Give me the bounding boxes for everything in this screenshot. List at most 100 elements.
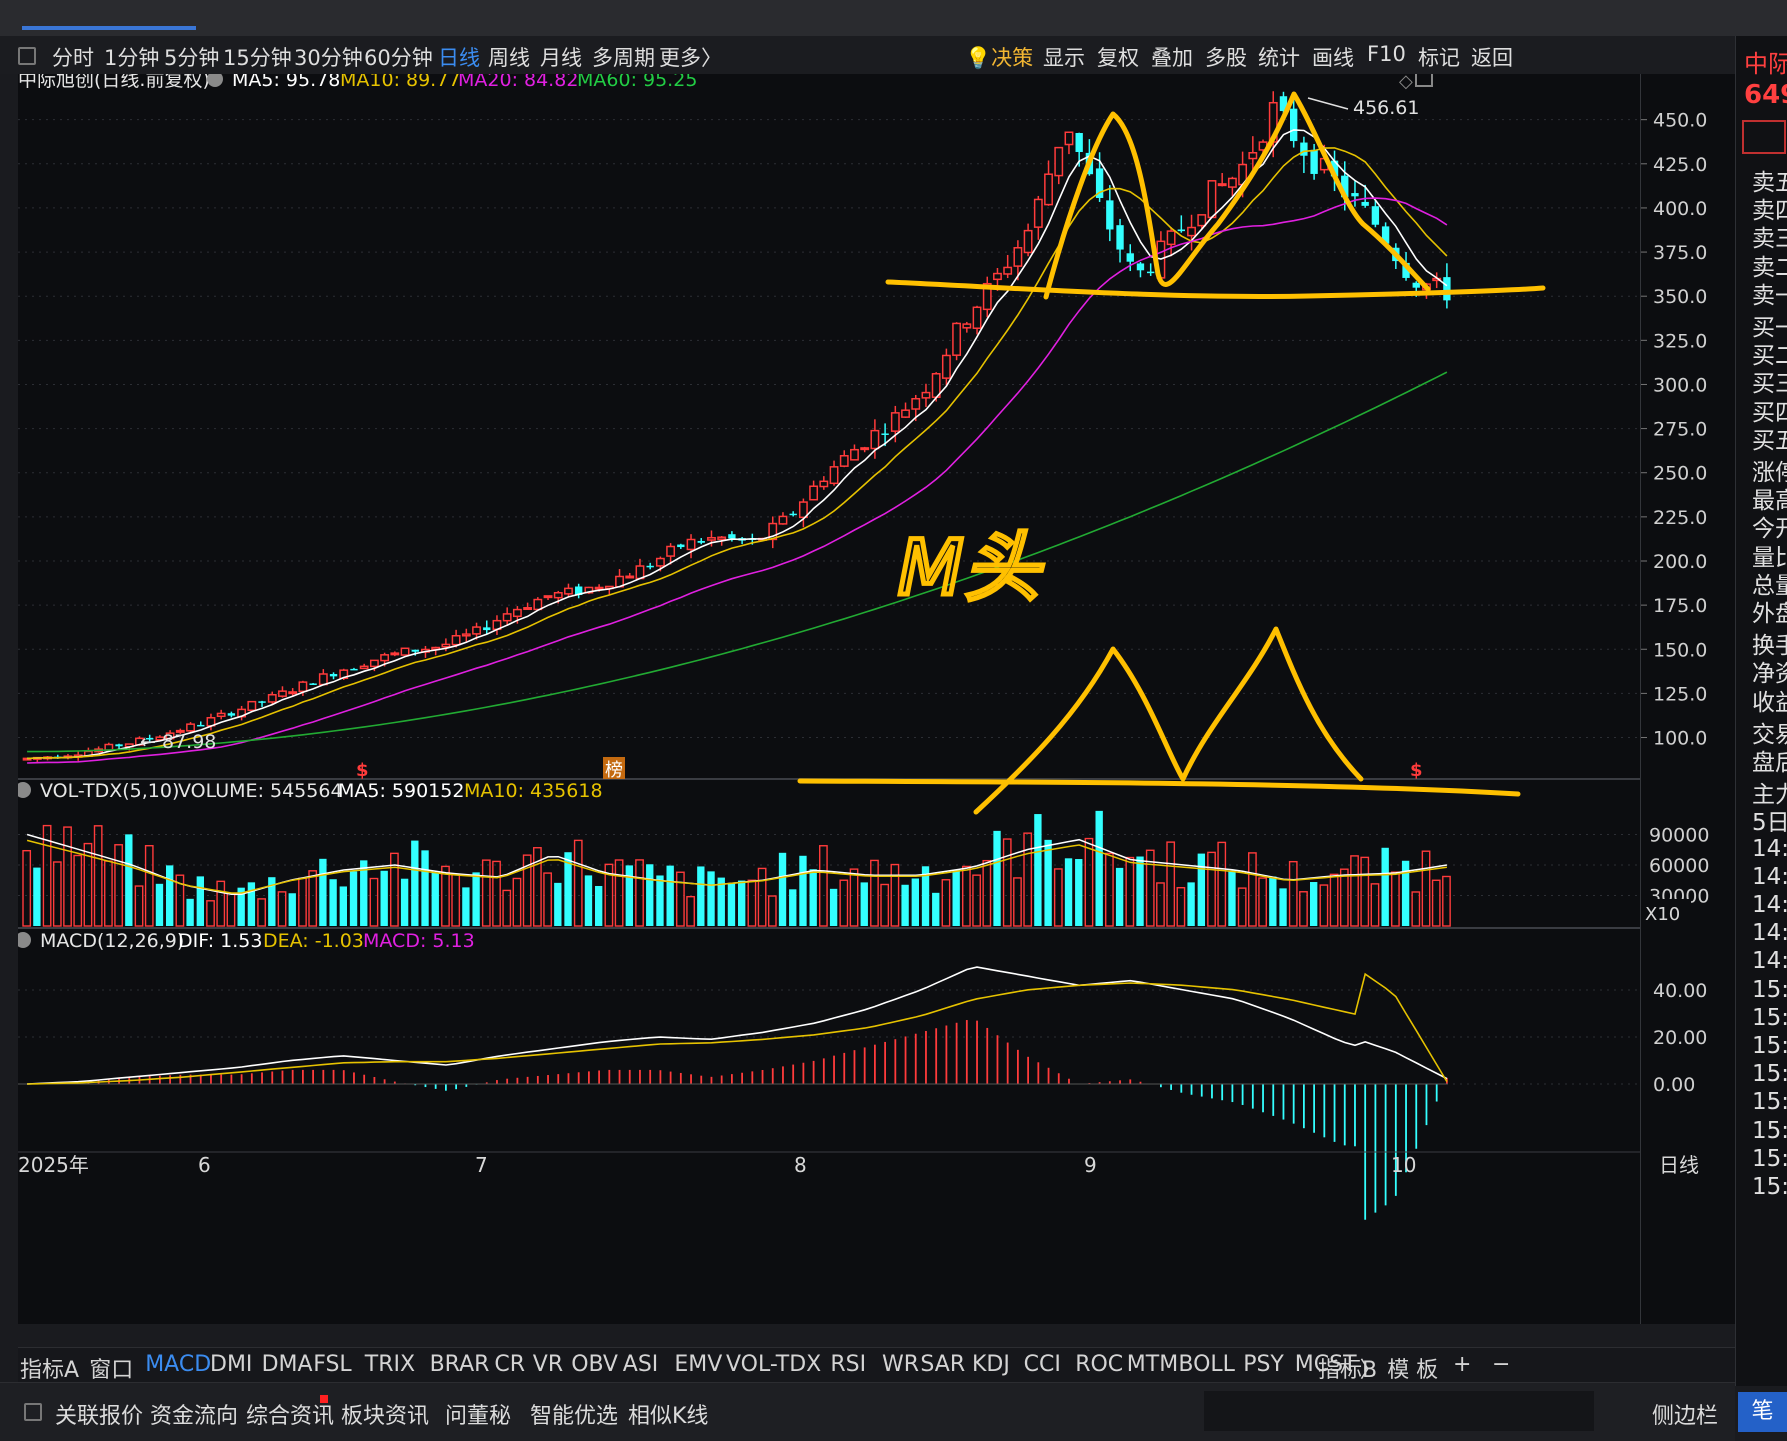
x-label-8: 8 — [794, 1153, 807, 1177]
high-price-label: 456.61 — [1353, 97, 1419, 119]
candle-body — [962, 323, 972, 329]
panel-toggle-icon[interactable] — [18, 47, 36, 65]
period-10[interactable]: 更多〉 — [659, 46, 722, 70]
price-title: 中际旭创(日线.前复权) — [18, 74, 210, 91]
indicator-tab-11[interactable]: ASI — [622, 1352, 659, 1377]
period-7[interactable]: 周线 — [488, 46, 530, 70]
bottom-panel-toggle-icon[interactable] — [24, 1403, 42, 1421]
volume-bar — [492, 860, 501, 927]
bottom-item-2[interactable]: 综合资讯 — [246, 1404, 335, 1429]
window-top-strip — [0, 0, 1787, 36]
indicator-tab-2[interactable]: MACD — [145, 1352, 212, 1377]
indicator-tab-10[interactable]: OBV — [571, 1352, 618, 1377]
indicator-tab-5[interactable]: FSL — [313, 1352, 352, 1377]
trade-button[interactable] — [1742, 120, 1786, 154]
tool-2[interactable]: 叠加 — [1151, 46, 1193, 70]
tool-3[interactable]: 多股 — [1205, 46, 1247, 70]
indicator-tab-4[interactable]: DMA — [261, 1352, 313, 1377]
bottom-search-box[interactable] — [1204, 1391, 1594, 1431]
indicator-tab-1[interactable]: 窗口 — [89, 1358, 134, 1383]
period-8[interactable]: 月线 — [540, 46, 582, 70]
period-3[interactable]: 15分钟 — [223, 46, 292, 70]
indicator-tab-18[interactable]: CCI — [1023, 1352, 1061, 1377]
volume-menu-icon[interactable] — [15, 782, 31, 798]
period-label[interactable]: 日线 — [1659, 1153, 1699, 1177]
tool-6[interactable]: F10 — [1367, 42, 1406, 66]
tool-4[interactable]: 统计 — [1258, 46, 1300, 70]
ma10-line — [27, 147, 1448, 760]
decision-button[interactable]: 💡决策 — [965, 46, 1034, 70]
period-5[interactable]: 60分钟 — [364, 46, 433, 70]
sidebar-toggle[interactable]: 侧边栏 — [1652, 1404, 1719, 1429]
bottom-item-5[interactable]: 智能优选 — [530, 1404, 619, 1429]
period-2[interactable]: 5分钟 — [164, 46, 220, 70]
ranking-marker[interactable]: 榜 — [605, 760, 623, 781]
indicator-tab-3[interactable]: DMI — [210, 1352, 253, 1377]
volume-bar — [767, 895, 777, 927]
indicator-tab-7[interactable]: BRAR — [429, 1352, 490, 1377]
candle-body — [278, 690, 287, 697]
draw-mode-button[interactable]: 笔 — [1738, 1392, 1787, 1432]
indicator-tab-21[interactable]: BOLL — [1178, 1352, 1235, 1377]
indicator-tab-6[interactable]: TRIX — [364, 1352, 416, 1377]
indicator-tab-22[interactable]: PSY — [1243, 1352, 1284, 1377]
period-1[interactable]: 1分钟 — [104, 46, 160, 70]
indicator-tab-13[interactable]: VOL-TDX — [726, 1352, 822, 1377]
indicator-tab-20[interactable]: MTM — [1126, 1352, 1179, 1377]
volume-bar — [1228, 870, 1236, 926]
bottom-item-6[interactable]: 相似K线 — [628, 1404, 709, 1429]
indicator-tab-12[interactable]: EMV — [674, 1352, 723, 1377]
indicator-tab-14[interactable]: RSI — [830, 1352, 867, 1377]
candle-body — [1106, 200, 1114, 230]
volume-bar — [502, 889, 512, 927]
indicator-tab-8[interactable]: CR — [494, 1352, 526, 1377]
indicator-tab-24[interactable]: 〉 — [1359, 1358, 1382, 1383]
tool-0[interactable]: 显示 — [1043, 46, 1085, 70]
event-marker-2[interactable]: $ — [1410, 760, 1423, 781]
candle-body — [1412, 282, 1420, 288]
period-4[interactable]: 30分钟 — [294, 46, 363, 70]
tool-8[interactable]: 返回 — [1471, 46, 1513, 70]
volume-bar — [1044, 839, 1052, 926]
period-6[interactable]: 日线 — [438, 46, 480, 70]
indicator-tab-16[interactable]: SAR — [920, 1352, 966, 1377]
bottom-item-0[interactable]: 关联报价 — [55, 1404, 144, 1429]
panel-expand-icon[interactable] — [1415, 71, 1433, 87]
diamond-icon[interactable]: ◇ — [1399, 71, 1413, 92]
bottom-item-1[interactable]: 资金流向 — [150, 1404, 239, 1429]
volume-bar — [226, 892, 236, 927]
chart-canvas[interactable]: 中际旭创(日线.前复权) MA5: 95.78 MA10: 89.77 MA20… — [15, 69, 1640, 1324]
tool-5[interactable]: 画线 — [1312, 46, 1354, 70]
indicator-tab-9[interactable]: VR — [532, 1352, 564, 1377]
bottom-item-4[interactable]: 问董秘 — [445, 1404, 512, 1429]
volume-bar — [595, 885, 603, 926]
tool-1[interactable]: 复权 — [1097, 46, 1139, 70]
indicator-tab-15[interactable]: WR — [882, 1352, 920, 1377]
indicator-tab-23[interactable]: MCST — [1294, 1352, 1357, 1377]
indicator-tab-26[interactable]: 模 板 — [1387, 1358, 1439, 1383]
chart-area[interactable]: 中际旭创(日线.前复权) MA5: 95.78 MA10: 89.77 MA20… — [15, 69, 1640, 1324]
indicator-tab-17[interactable]: KDJ — [972, 1352, 1010, 1377]
volume-bar — [400, 878, 409, 926]
quote-row-24: 14:5 — [1752, 863, 1787, 890]
period-0[interactable]: 分时 — [52, 46, 94, 70]
bottom-item-3[interactable]: 板块资讯 — [341, 1404, 430, 1429]
candle-body — [921, 391, 931, 399]
candle-body — [1064, 131, 1074, 146]
volume-bar — [175, 874, 185, 927]
volume-bar — [1391, 871, 1400, 927]
macd-menu-icon[interactable] — [15, 932, 31, 948]
price-tick-9: 225.0 — [1653, 507, 1707, 529]
indicator-menu-icon[interactable] — [207, 71, 223, 87]
event-marker-1[interactable]: $ — [356, 760, 369, 781]
indicator-tab-27[interactable]: + — [1453, 1352, 1472, 1377]
ranking-marker-bg[interactable] — [603, 757, 625, 779]
indicator-tab-28[interactable]: − — [1492, 1352, 1511, 1377]
indicator-tab-19[interactable]: ROC — [1075, 1352, 1124, 1377]
tool-7[interactable]: 标记 — [1418, 46, 1460, 70]
volume-bar — [1442, 875, 1451, 927]
indicator-tab-0[interactable]: 指标A — [20, 1358, 80, 1383]
period-9[interactable]: 多周期 — [592, 46, 655, 70]
indicator-tab-25[interactable]: 指标B — [1318, 1358, 1378, 1383]
quote-row-12: 今开 — [1752, 516, 1787, 543]
